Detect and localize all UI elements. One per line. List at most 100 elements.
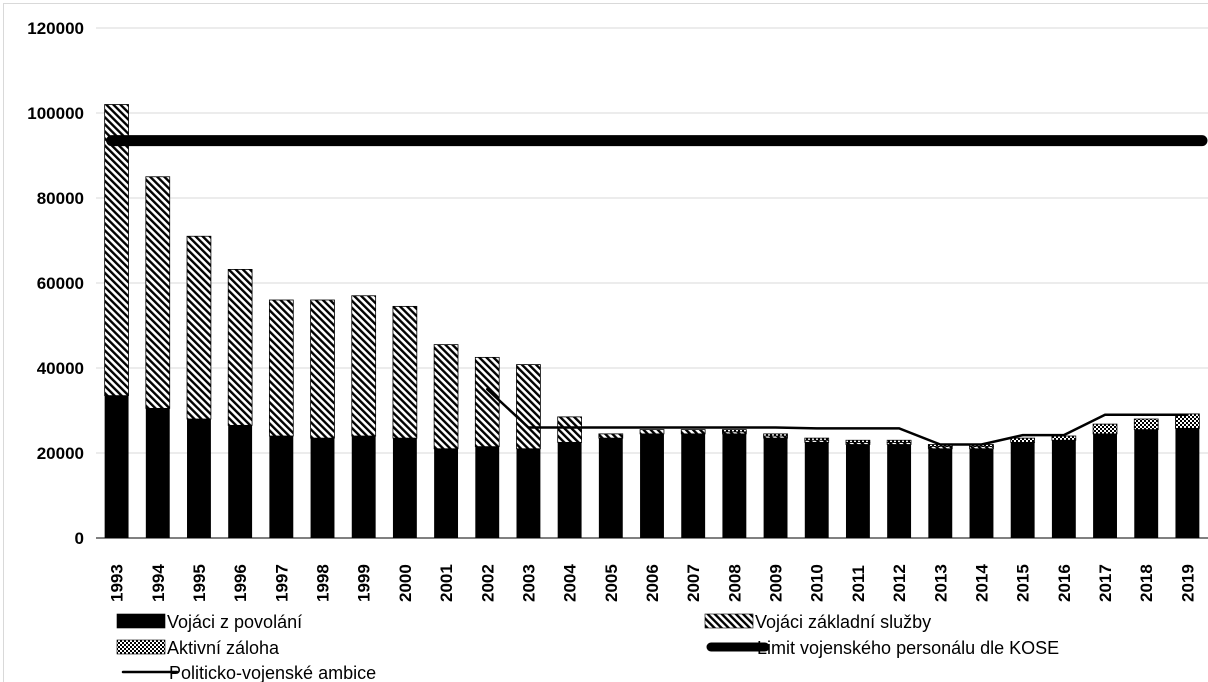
bar-vojaci-z-povolani (434, 448, 459, 538)
x-tick-label: 2012 (890, 564, 909, 602)
bar-aktivni-zaloha (1092, 423, 1118, 435)
bar-vojaci-z-povolani (1175, 428, 1200, 538)
x-tick-label: 2004 (561, 564, 580, 602)
bar-aktivni-zaloha (1175, 413, 1200, 429)
x-tick-label: 1998 (314, 564, 333, 602)
bar-vojaci-z-povolani (351, 436, 376, 538)
bar-vojaci-z-povolani (763, 438, 788, 538)
bar-vojaci-z-povolani (640, 433, 664, 538)
bar-vojaci-z-povolani (392, 438, 417, 538)
bar-aktivni-zaloha (845, 439, 871, 443)
gridlines (96, 27, 1208, 454)
bar-aktivni-zaloha (804, 437, 830, 441)
legend-item-politicko-vojenske-ambice: Politicko-vojenské ambice (121, 663, 376, 682)
x-tick-label: 2011 (849, 565, 868, 602)
bar-vojaci-z-povolani (310, 438, 335, 538)
x-tick-label: 1993 (108, 564, 127, 602)
x-tick-label: 2010 (808, 564, 827, 602)
legend-swatch (116, 639, 166, 655)
bar-vojaci-z-povolani (1134, 429, 1159, 538)
legend: Vojáci z povolání Vojáci základní služby A… (116, 612, 1059, 682)
bar-vojaci-zakladni-sluzby (639, 429, 665, 435)
y-tick-label: 120000 (27, 19, 84, 38)
legend-item-limit-vojenskeho-personalu-dle-kose: Limit vojenského personálu dle KOSE (706, 638, 1059, 658)
bars (104, 104, 1200, 538)
bar-vojaci-z-povolani (228, 425, 253, 538)
legend-item-vojaci-zakladni-sluzby: Vojáci základní služby (704, 612, 931, 632)
bar-vojaci-z-povolani (145, 408, 170, 538)
bar-vojaci-zakladni-sluzby (392, 305, 418, 439)
bar-vojaci-z-povolani (104, 395, 129, 538)
bar-aktivni-zaloha (722, 429, 747, 433)
legend-swatch (704, 613, 754, 629)
bar-vojaci-z-povolani (845, 444, 870, 538)
bar-vojaci-z-povolani (269, 436, 294, 538)
bar-vojaci-zakladni-sluzby (227, 268, 253, 426)
bar-vojaci-zakladni-sluzby (474, 356, 500, 448)
bar-vojaci-z-povolani (887, 444, 912, 538)
x-tick-label: 1999 (355, 564, 374, 602)
x-tick-label: 1996 (231, 564, 250, 602)
series-lines (106, 135, 1208, 446)
bar-vojaci-z-povolani (475, 446, 500, 538)
bar-vojaci-z-povolani (516, 448, 541, 538)
legend-swatch (116, 613, 166, 629)
legend-label: Limit vojenského personálu dle KOSE (757, 638, 1059, 658)
y-tick-label: 60000 (37, 274, 84, 293)
chart-border (3, 3, 1208, 682)
x-tick-label: 2016 (1055, 564, 1074, 602)
bar-vojaci-zakladni-sluzby (433, 344, 459, 450)
y-tick-label: 20000 (37, 444, 84, 463)
bar-aktivni-zaloha (1133, 418, 1159, 431)
bar-aktivni-zaloha (763, 433, 788, 437)
bar-vojaci-zakladni-sluzby (680, 429, 706, 435)
bar-vojaci-z-povolani (187, 419, 211, 538)
bar-vojaci-z-povolani (722, 433, 747, 538)
bar-vojaci-zakladni-sluzby (598, 433, 624, 439)
bar-aktivni-zaloha (1010, 437, 1036, 443)
bar-vojaci-z-povolani (557, 442, 582, 538)
x-tick-label: 2005 (602, 564, 621, 602)
legend-label: Vojáci základní služby (755, 612, 931, 632)
bar-vojaci-z-povolani (928, 448, 953, 538)
x-tick-label: 2007 (684, 564, 703, 602)
bar-vojaci-z-povolani (1051, 440, 1076, 538)
x-tick-label: 2018 (1137, 564, 1156, 602)
bar-vojaci-zakladni-sluzby (310, 299, 335, 439)
x-tick-label: 2013 (931, 564, 950, 602)
x-tick-label: 2006 (643, 564, 662, 602)
x-tick-label: 2001 (437, 564, 456, 602)
bar-vojaci-zakladni-sluzby (516, 364, 541, 450)
y-tick-label: 40000 (37, 359, 84, 378)
legend-item-aktivni-zaloha: Aktivní záloha (116, 638, 280, 658)
x-tick-label: 2019 (1178, 564, 1197, 602)
x-tick-label: 2015 (1014, 564, 1033, 602)
legend-label: Vojáci z povolání (167, 612, 302, 632)
x-tick-label: 1995 (190, 564, 209, 602)
x-tick-label: 2008 (725, 564, 744, 602)
legend-item-vojaci-z-povolani: Vojáci z povolání (116, 612, 302, 632)
bar-aktivni-zaloha (1051, 435, 1077, 441)
bar-vojaci-zakladni-sluzby (145, 176, 171, 409)
x-tick-label: 2000 (396, 564, 415, 602)
y-tick-label: 100000 (27, 104, 84, 123)
bar-vojaci-zakladni-sluzby (104, 104, 129, 397)
bar-vojaci-zakladni-sluzby (351, 295, 377, 437)
bar-vojaci-zakladni-sluzby (557, 416, 582, 443)
x-tick-label: 2017 (1096, 564, 1115, 602)
bar-vojaci-z-povolani (804, 442, 829, 538)
x-tick-label: 2009 (767, 564, 786, 602)
legend-label: Politicko-vojenské ambice (169, 663, 376, 682)
y-axis-tick-labels: 0 20000 40000 60000 80000 100000 120000 (27, 19, 84, 548)
x-axis-tick-labels: 1993 1994 1995 1996 1997 1998 1999 2000 2001 2002… (108, 564, 1198, 602)
bar-vojaci-zakladni-sluzby (186, 235, 212, 420)
bar-vojaci-z-povolani (598, 438, 623, 538)
x-tick-label: 1994 (149, 564, 168, 602)
line-politicko-vojenske-ambice (486, 388, 1189, 446)
y-tick-label: 0 (75, 529, 84, 548)
bar-vojaci-z-povolani (681, 433, 706, 538)
x-tick-label: 2002 (478, 564, 497, 602)
legend-label: Aktivní záloha (167, 638, 280, 658)
x-tick-label: 2003 (519, 564, 538, 602)
